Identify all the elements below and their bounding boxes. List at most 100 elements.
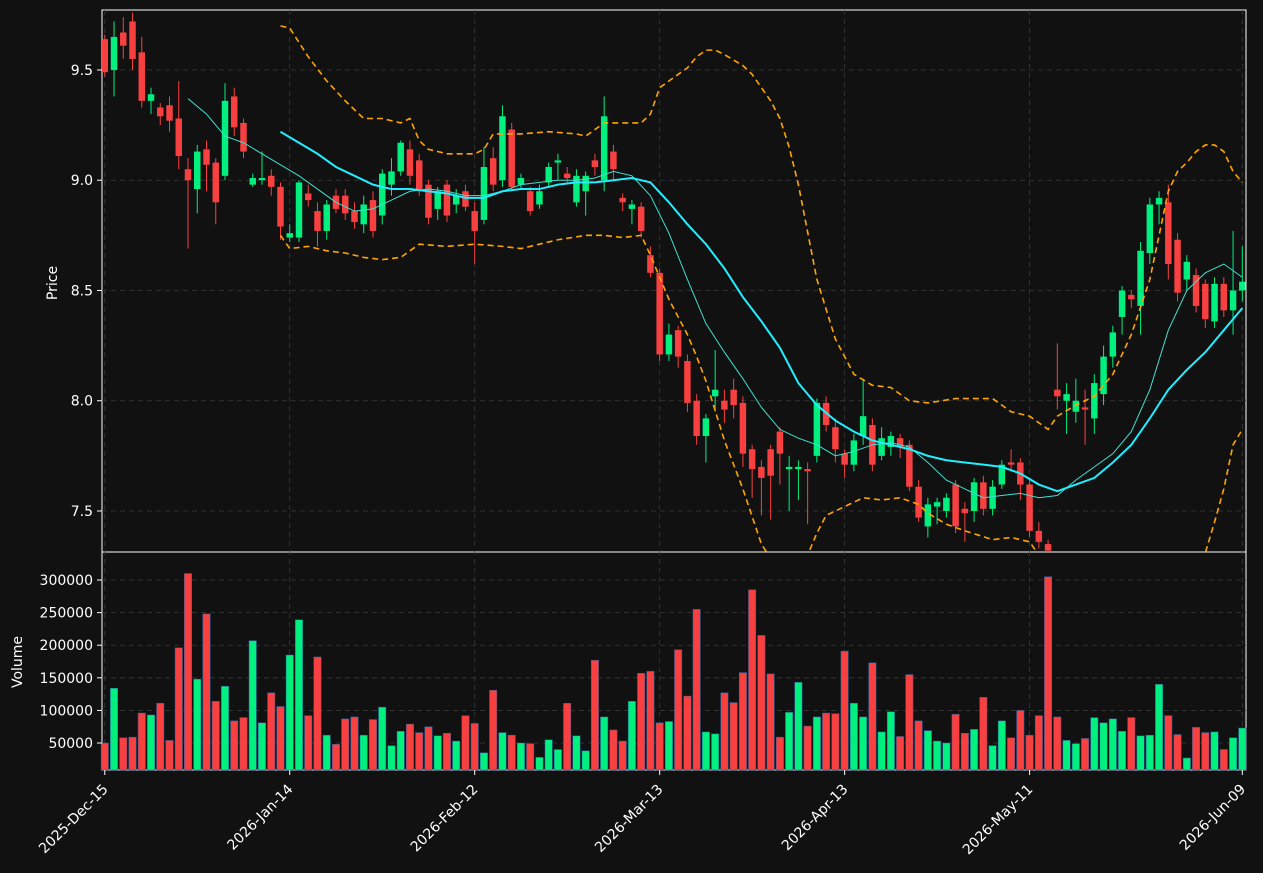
candle-body	[841, 453, 848, 465]
candle-body	[619, 197, 626, 203]
volume-bar	[415, 732, 424, 771]
candle-body	[1063, 394, 1070, 401]
grid	[102, 10, 1246, 770]
candle-body	[1239, 281, 1246, 291]
candle-body	[924, 504, 932, 527]
candle-body	[360, 204, 367, 225]
volume-bar	[1229, 737, 1238, 771]
candle-body	[795, 466, 802, 470]
candle-body	[406, 149, 414, 176]
volume-bar	[683, 695, 692, 771]
candle-body	[304, 193, 312, 201]
volume-bar	[507, 734, 516, 771]
volume-bar	[258, 722, 266, 771]
candle-body	[1183, 261, 1191, 280]
candle-body	[434, 191, 441, 209]
volume-bar	[202, 613, 211, 771]
candle-body	[628, 204, 636, 209]
candle-body	[573, 175, 580, 203]
volume-bar	[396, 731, 405, 771]
volume-bar	[822, 712, 831, 771]
indicator-line	[279, 130, 1244, 493]
candle-body	[878, 438, 885, 456]
candle-body	[221, 100, 229, 176]
candle-body	[896, 438, 904, 448]
volume-bar	[544, 739, 553, 771]
candle-body	[240, 122, 247, 152]
volume-bar	[1164, 715, 1173, 771]
volume-bar	[332, 744, 340, 771]
volume-bar	[1201, 732, 1210, 771]
volume-bar	[609, 729, 618, 771]
volume-bar	[1219, 749, 1228, 771]
volume-bar	[387, 745, 396, 771]
candle-body	[249, 178, 256, 185]
candle-body	[129, 21, 136, 59]
volume-bar	[193, 678, 202, 771]
candle-body	[832, 427, 839, 450]
volume-bar	[794, 682, 803, 771]
candle-body	[758, 466, 765, 478]
volume-bar	[1210, 731, 1219, 771]
volume-bar	[997, 720, 1006, 771]
volume-bar	[1118, 731, 1127, 771]
volume-bar	[590, 659, 599, 771]
candle-body	[231, 96, 238, 128]
candle-body	[980, 482, 987, 509]
x-tick-label: 2026-Apr-13	[779, 782, 852, 855]
volume-bar	[285, 654, 294, 771]
candle-body	[120, 32, 127, 46]
candle-body	[341, 195, 349, 214]
volume-bar	[775, 736, 784, 771]
volume-bar	[674, 649, 683, 771]
volume-bar	[720, 692, 729, 771]
volume-bar	[1136, 735, 1145, 771]
candle-body	[906, 444, 913, 487]
candle-body	[1211, 283, 1218, 322]
candle-body	[157, 107, 164, 117]
candle-body	[166, 105, 173, 121]
volume-bar	[128, 736, 137, 771]
volume-bar	[378, 706, 387, 771]
volume-bar	[942, 742, 951, 771]
candle-body	[1155, 197, 1163, 205]
volume-bar	[812, 716, 821, 771]
volume-bar	[970, 729, 979, 771]
y-tick-label: 7.5	[71, 504, 93, 520]
candle-body	[471, 211, 478, 231]
volume-bar	[1044, 576, 1053, 771]
candle-body	[1146, 204, 1154, 253]
volume-bar	[738, 672, 747, 771]
volume-bar	[498, 732, 507, 771]
candle-body	[452, 195, 460, 205]
candle-body	[804, 469, 811, 472]
volume-bar	[664, 721, 673, 771]
volume-bar	[1182, 757, 1191, 771]
volume-bar	[165, 740, 174, 771]
candle-body	[582, 175, 589, 192]
candle-body	[1165, 202, 1172, 265]
volume-bar	[988, 745, 997, 771]
candle-body	[887, 436, 895, 448]
candle-body	[277, 186, 284, 227]
volume-bar	[110, 688, 118, 771]
volume-bar	[489, 689, 498, 771]
candle-body	[184, 169, 192, 181]
x-tick-label: 2026-May-11	[960, 782, 1037, 859]
candle-body	[508, 129, 515, 187]
volume-bar	[803, 725, 812, 771]
candle-body	[1072, 400, 1080, 412]
candle-body	[1174, 239, 1181, 293]
candle-body	[1118, 290, 1126, 317]
volume-bar	[886, 711, 895, 771]
volume-bar	[766, 673, 775, 771]
candle-body	[295, 182, 303, 238]
y-tick-label: 250000	[40, 606, 93, 622]
candle-body	[610, 151, 617, 170]
volume-bar	[563, 702, 572, 771]
candle-body	[952, 484, 959, 527]
volume-bar	[840, 650, 849, 771]
candle-body	[1091, 383, 1098, 419]
candle-body	[351, 211, 358, 223]
candle-body	[813, 402, 821, 456]
